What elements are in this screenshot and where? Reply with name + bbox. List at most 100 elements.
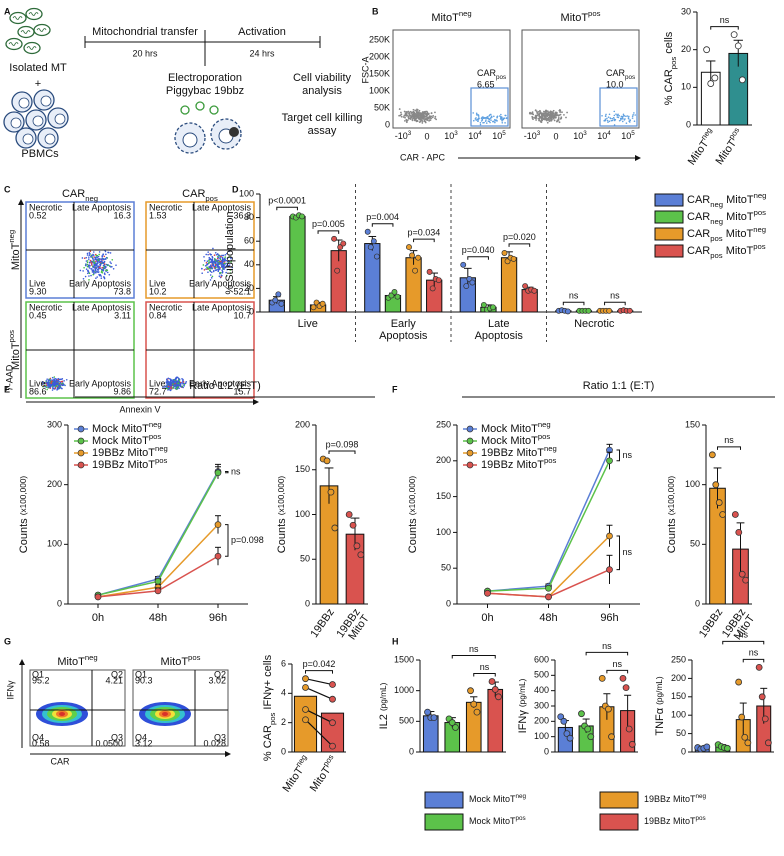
error-bar xyxy=(324,467,334,504)
flow-event xyxy=(93,267,96,269)
flow-event xyxy=(427,113,430,116)
text-part: pos xyxy=(205,194,218,203)
flow-event xyxy=(407,116,410,119)
legend-swatch xyxy=(599,813,639,831)
data-point xyxy=(715,499,723,506)
flow-event xyxy=(614,118,616,121)
cell-nucleus xyxy=(18,97,30,109)
flow-event xyxy=(214,262,217,265)
legend-marker xyxy=(466,425,474,433)
flow-event xyxy=(613,110,616,113)
y-tick-label: 100 xyxy=(534,731,549,741)
data-point xyxy=(429,285,436,292)
quadrant-value: 90.3 xyxy=(135,675,153,685)
flow-event xyxy=(174,377,177,380)
data-point xyxy=(731,511,739,518)
data-point xyxy=(738,76,746,84)
flow-event xyxy=(181,381,184,383)
flow-event xyxy=(203,256,205,258)
quadrant-value: 9.30 xyxy=(29,286,47,296)
flow-event xyxy=(48,384,51,387)
y-tick-label: 100 xyxy=(239,188,254,198)
mitochondrion-icon xyxy=(23,41,41,55)
x-tick-label: Apoptosis xyxy=(475,330,524,342)
flow-event xyxy=(221,270,224,273)
flow-event xyxy=(399,114,402,117)
data-point xyxy=(584,725,592,733)
legend-swatch xyxy=(654,227,684,241)
data-point xyxy=(545,593,552,601)
y-tick-label: 300 xyxy=(534,700,549,710)
flow-event xyxy=(97,271,99,274)
significance-label: p=0.042 xyxy=(303,659,336,669)
legend-marker xyxy=(77,425,85,433)
text-part: (x100,000) xyxy=(408,476,417,516)
flow-row-title: MitoTpos xyxy=(7,330,22,370)
legend-label: 19BBz MitoTpos xyxy=(644,815,706,826)
flow-event xyxy=(61,382,63,385)
flow-event xyxy=(422,117,425,119)
text-part: pos xyxy=(696,815,706,822)
y-tick-label: 1500 xyxy=(394,654,414,664)
data-point xyxy=(761,715,769,723)
data-point xyxy=(723,744,731,752)
flow-event xyxy=(209,264,212,267)
flow-event xyxy=(65,378,68,381)
text-part: MitoT xyxy=(723,194,754,206)
panel-letter: D xyxy=(232,184,239,194)
flow-event xyxy=(97,255,100,258)
flow-event xyxy=(502,118,505,121)
flow-event xyxy=(43,385,45,387)
text-part: 19BBz MitoT xyxy=(644,816,696,826)
flow-event xyxy=(212,270,215,273)
flow-event xyxy=(549,110,552,113)
flow-event xyxy=(538,117,541,120)
flow-event xyxy=(626,115,629,117)
legend-swatch xyxy=(599,791,639,809)
flow-event xyxy=(611,117,614,120)
text-part: pos xyxy=(188,653,201,662)
text-part: neg xyxy=(696,793,707,800)
flow-event xyxy=(223,265,225,268)
flow-event xyxy=(182,386,184,389)
y-tick-label: 150 xyxy=(685,419,700,429)
significance-label: p=0.098 xyxy=(231,535,264,545)
flow-event xyxy=(103,263,106,265)
text-part: CAR xyxy=(687,211,710,223)
flow-event xyxy=(613,114,616,117)
data-point xyxy=(560,717,568,725)
flow-y-tick: 250K xyxy=(369,34,390,44)
text-part: (pg/mL) xyxy=(655,676,664,705)
data-point xyxy=(606,307,613,314)
flow-event xyxy=(205,253,208,256)
flow-event xyxy=(220,264,223,266)
plasmid-icon xyxy=(229,127,239,137)
quadrant-value: 36.2 xyxy=(233,210,251,220)
flow-event xyxy=(211,264,214,266)
data-point xyxy=(299,213,305,220)
flow-event xyxy=(60,378,63,381)
cell-nucleus xyxy=(54,113,66,125)
legend-label: CARpos MitoTneg xyxy=(687,225,766,243)
data-point xyxy=(370,238,377,245)
flow-event xyxy=(419,115,422,118)
flow-event xyxy=(56,384,58,387)
flow-event xyxy=(221,256,224,259)
flow-event xyxy=(45,386,48,388)
significance-label: ns xyxy=(623,547,633,557)
flow-event xyxy=(92,254,95,257)
flow-event xyxy=(92,269,95,271)
data-point xyxy=(755,663,763,671)
flow-event xyxy=(46,385,49,387)
flow-event xyxy=(57,387,60,389)
significance-label: ns xyxy=(569,291,579,301)
y-axis-label: % Subpopulation xyxy=(224,211,236,294)
flow-event xyxy=(106,271,109,274)
y-axis-label: TNFα (pg/mL) xyxy=(654,676,666,735)
flow-event xyxy=(489,113,491,116)
quadrant-name: Q1 xyxy=(32,669,44,679)
flow-event xyxy=(621,117,624,120)
y-axis-label: Counts (x100,000) xyxy=(276,476,288,554)
flow-event xyxy=(86,261,89,264)
flow-event xyxy=(177,382,180,384)
